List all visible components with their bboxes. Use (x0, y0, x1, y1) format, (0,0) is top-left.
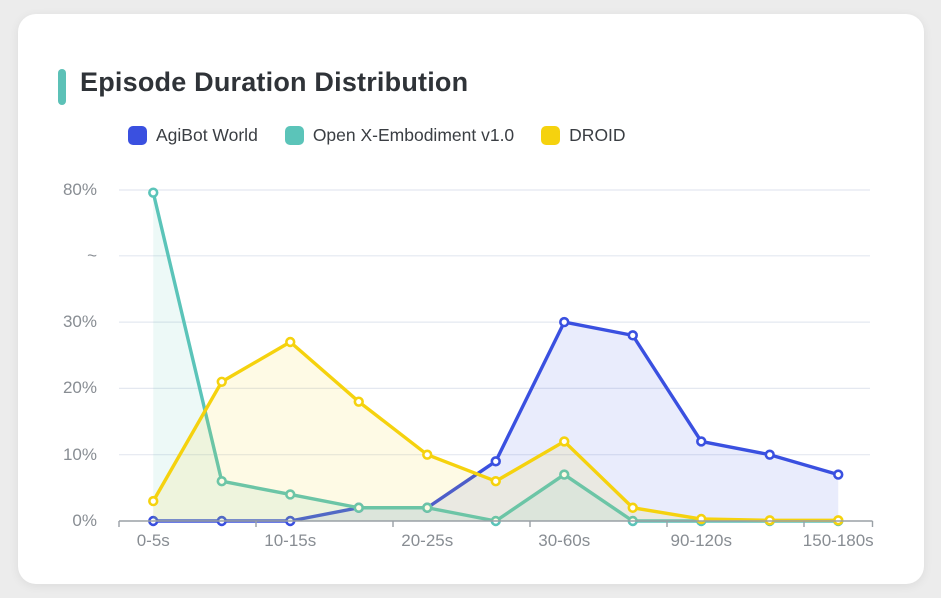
series-area (153, 192, 839, 521)
data-point-marker (422, 449, 433, 460)
data-point-marker (216, 476, 227, 487)
data-point-marker (148, 187, 159, 198)
legend-marker-icon (128, 126, 147, 145)
chart-title: Episode Duration Distribution (80, 67, 469, 97)
legend-marker-icon (284, 126, 304, 145)
x-axis-label: 0-5s (136, 531, 170, 550)
chart-card: Episode Duration Distribution AgiBot Wor… (18, 14, 924, 584)
data-point-marker (696, 436, 707, 447)
x-axis-label: 10-15s (264, 531, 317, 550)
legend-item-agibot-world[interactable]: AgiBot World (128, 125, 258, 146)
data-point-marker (353, 396, 364, 407)
chart-legend: AgiBot World Open X-Embodiment v1.0 DROID (128, 125, 626, 146)
data-point-marker (559, 436, 570, 447)
series-droid (148, 336, 844, 526)
title-accent-bar (58, 69, 66, 105)
y-axis-label: ~ (87, 245, 97, 265)
data-point-marker (490, 476, 501, 487)
y-axis-label: 80% (62, 180, 97, 199)
data-point-marker (422, 502, 433, 513)
legend-label: Open X-Embodiment v1.0 (312, 125, 515, 145)
data-point-marker (627, 330, 638, 341)
series-area (153, 341, 839, 521)
data-point-marker (285, 336, 296, 348)
data-point-marker (216, 376, 227, 387)
data-point-marker (627, 502, 638, 513)
y-axis-label: 20% (62, 378, 97, 398)
legend-label: DROID (569, 125, 626, 145)
data-point-marker (696, 513, 707, 525)
data-point-marker (148, 495, 159, 507)
legend-label: AgiBot World (156, 125, 258, 145)
x-axis-label: 30-60s (538, 531, 591, 550)
legend-item-open-x-embodiment-v1-0[interactable]: Open X-Embodiment v1.0 (284, 125, 515, 146)
y-axis-label: 10% (62, 444, 97, 464)
data-point-marker (353, 502, 364, 513)
x-axis-label: 90-120s (670, 531, 732, 550)
legend-marker-icon (541, 126, 561, 145)
legend-item-droid[interactable]: DROID (541, 125, 626, 146)
y-axis-label: 30% (62, 312, 97, 332)
series-area (153, 322, 839, 521)
x-axis-label: 20-25s (401, 531, 454, 550)
x-axis-label: 150-180s (802, 531, 874, 550)
data-point-marker (559, 469, 570, 480)
x-axis (118, 520, 874, 527)
gridlines (119, 189, 870, 456)
data-point-marker (559, 316, 570, 328)
y-axis-label: 0% (72, 511, 97, 530)
data-point-marker (285, 489, 296, 500)
data-point-marker (490, 456, 501, 467)
data-point-marker (764, 449, 775, 460)
data-point-marker (833, 469, 844, 480)
